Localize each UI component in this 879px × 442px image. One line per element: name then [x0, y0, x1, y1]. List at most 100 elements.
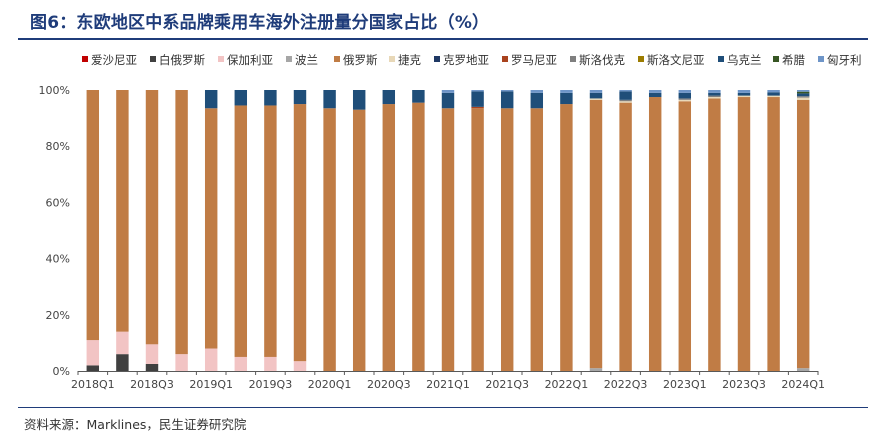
- legend-label-3: 保加利亚: [227, 53, 273, 67]
- legend-label-12: 希腊: [782, 53, 805, 67]
- legend-swatch-10: [638, 56, 644, 62]
- source-divider: [18, 407, 868, 408]
- legend-swatch-7: [434, 56, 440, 62]
- bar-segment: [530, 108, 544, 371]
- bar-segment: [86, 90, 100, 341]
- bar-segment: [560, 90, 573, 93]
- bar-segment: [767, 97, 780, 371]
- legend-label-9: 斯洛伐克: [579, 53, 625, 67]
- bar-segment: [234, 105, 248, 357]
- bar-segment: [500, 91, 514, 109]
- bar-segment: [471, 91, 484, 107]
- bar-segment: [737, 97, 751, 371]
- bar-segment: [619, 99, 632, 102]
- y-tick-label: 20%: [46, 309, 70, 322]
- bar-segment: [323, 108, 336, 371]
- bar-segment: [175, 354, 188, 371]
- bar-segment: [116, 354, 129, 371]
- legend-swatch-2: [150, 56, 156, 62]
- bar-segment: [264, 356, 277, 371]
- x-tick-label: 2022Q3: [604, 378, 648, 391]
- bar-segment: [382, 90, 396, 105]
- bar-segment: [678, 90, 692, 93]
- bar-segment: [737, 95, 751, 98]
- bar-segment: [530, 90, 544, 93]
- legend-swatch-12: [773, 56, 779, 62]
- y-tick-label: 60%: [46, 196, 70, 209]
- bar-segment: [204, 108, 218, 349]
- legend-label-13: 匈牙利: [827, 53, 862, 67]
- legend-swatch-8: [502, 56, 508, 62]
- bar-segment: [796, 93, 810, 97]
- bar-segment: [471, 106, 484, 109]
- bar-segment: [589, 99, 603, 369]
- bar-segment: [560, 92, 573, 105]
- bar-segment: [648, 92, 662, 98]
- bar-segment: [796, 97, 810, 100]
- x-tick-label: 2024Q1: [781, 378, 825, 391]
- x-tick-label: 2023Q3: [722, 378, 766, 391]
- bar-segment: [708, 97, 721, 99]
- bar-segment: [619, 102, 632, 372]
- bar-segment: [352, 109, 366, 372]
- bar-segment: [737, 92, 751, 96]
- bar-segment: [648, 97, 662, 371]
- bar-segment: [471, 90, 484, 92]
- bar-segment: [145, 344, 159, 364]
- legend-swatch-4: [286, 56, 292, 62]
- bar-segment: [796, 96, 810, 98]
- bar-segment: [678, 92, 692, 99]
- x-tick-label: 2018Q3: [130, 378, 174, 391]
- bar-segment: [619, 101, 632, 103]
- bar-segment: [589, 368, 603, 371]
- legend-swatch-1: [82, 56, 88, 62]
- bar-segment: [204, 90, 218, 109]
- x-tick-label: 2018Q1: [71, 378, 115, 391]
- bar-segment: [116, 90, 129, 332]
- bar-segment: [708, 98, 721, 372]
- x-tick-label: 2019Q1: [189, 378, 233, 391]
- bar-segment: [293, 90, 307, 105]
- bars: [86, 90, 810, 372]
- bar-segment: [500, 90, 514, 92]
- bar-segment: [412, 90, 425, 103]
- x-tick-label: 2021Q1: [426, 378, 470, 391]
- x-axis: 2018Q1 2018Q3 2019Q1 2019Q3 2020Q1 2020Q3 2021…: [71, 371, 825, 391]
- legend-swatch-6: [389, 56, 395, 62]
- bar-segment: [796, 368, 810, 371]
- x-tick-label: 2023Q1: [663, 378, 707, 391]
- bar-segment: [234, 356, 248, 371]
- bar-segment: [145, 363, 159, 371]
- x-tick-label: 2022Q1: [545, 378, 589, 391]
- bar-segment: [619, 90, 632, 92]
- bar-segment: [530, 92, 544, 109]
- y-tick-label: 0%: [53, 365, 70, 378]
- legend-swatch-13: [818, 56, 824, 62]
- legend-label-5: 俄罗斯: [343, 53, 378, 67]
- y-tick-label: 100%: [39, 84, 70, 97]
- y-tick-label: 40%: [46, 253, 70, 266]
- bar-segment: [382, 104, 396, 372]
- bar-segment: [560, 104, 573, 372]
- legend-swatch-9: [570, 56, 576, 62]
- x-tick-label: 2020Q1: [308, 378, 352, 391]
- bar-segment: [708, 92, 721, 96]
- bar-segment: [708, 90, 721, 93]
- bar-segment: [737, 90, 751, 93]
- legend-label-2: 白俄罗斯: [159, 53, 205, 67]
- bar-segment: [145, 90, 159, 345]
- bar-segment: [323, 90, 336, 109]
- bar-segment: [589, 92, 603, 99]
- bar-segment: [471, 108, 484, 371]
- legend-label-4: 波兰: [295, 53, 318, 67]
- bar-segment: [441, 90, 455, 93]
- bar-segment: [412, 102, 425, 372]
- chart-title: 图6：东欧地区中系品牌乘用车海外注册量分国家占比（%）: [30, 13, 490, 33]
- bar-segment: [264, 105, 277, 357]
- x-tick-label: 2020Q3: [367, 378, 411, 391]
- bar-segment: [264, 90, 277, 106]
- legend-label-8: 罗马尼亚: [511, 53, 557, 67]
- bar-segment: [86, 365, 100, 371]
- bar-segment: [234, 90, 248, 106]
- y-axis: 0% 20% 40% 60% 80% 100%: [39, 84, 70, 378]
